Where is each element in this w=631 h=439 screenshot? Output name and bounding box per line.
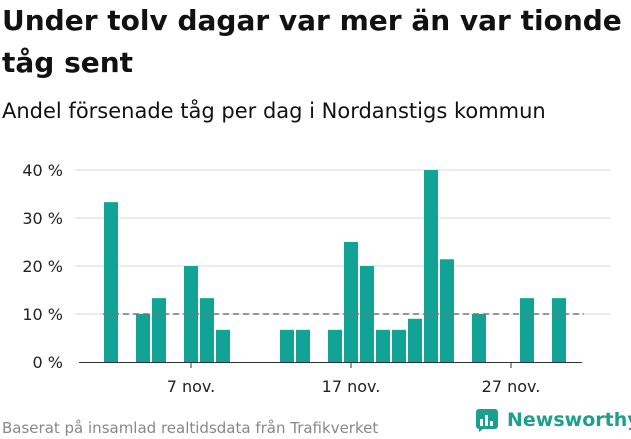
axes: 0 % 10 % 20 % 30 % 40 % 7 nov. 17 nov. 27 nov. <box>22 161 582 396</box>
x-tick-label: 17 nov. <box>322 377 381 396</box>
bar <box>392 329 406 362</box>
bar <box>280 329 294 362</box>
gridlines <box>75 169 610 315</box>
bar <box>184 266 198 362</box>
bar <box>472 314 486 362</box>
source-note: Baserat på insamlad realtidsdata från Tr… <box>2 419 379 437</box>
y-tick-label: 0 % <box>33 353 63 372</box>
bar <box>424 170 438 362</box>
bar <box>344 242 358 362</box>
chart-subtitle: Andel försenade tåg per dag i Nordanstig… <box>2 99 546 123</box>
y-tick-label: 20 % <box>22 257 63 276</box>
bar <box>296 329 310 362</box>
bar <box>152 298 166 362</box>
bar <box>376 329 390 362</box>
bar <box>328 329 342 362</box>
bar-chart: 0 % 10 % 20 % 30 % 40 % 7 nov. 17 nov. 27 nov. <box>22 161 610 396</box>
bar <box>136 314 150 362</box>
newsworthy-chart-icon <box>476 409 498 432</box>
x-tick-label: 27 nov. <box>482 377 541 396</box>
chart-title: Under tolv dagar var mer än var tionde t… <box>2 4 622 79</box>
y-tick-label: 40 % <box>22 161 63 180</box>
bar <box>104 202 118 362</box>
y-tick-label: 10 % <box>22 305 63 324</box>
bar <box>520 298 534 362</box>
y-tick-label: 30 % <box>22 209 63 228</box>
bar <box>552 298 566 362</box>
bar <box>216 329 230 362</box>
bar <box>408 318 422 362</box>
bar <box>440 259 454 362</box>
bar <box>200 298 214 362</box>
brand-logo: Newsworthy <box>475 408 631 432</box>
brand-name: Newsworthy <box>507 409 631 431</box>
x-tick-label: 7 nov. <box>167 377 216 396</box>
